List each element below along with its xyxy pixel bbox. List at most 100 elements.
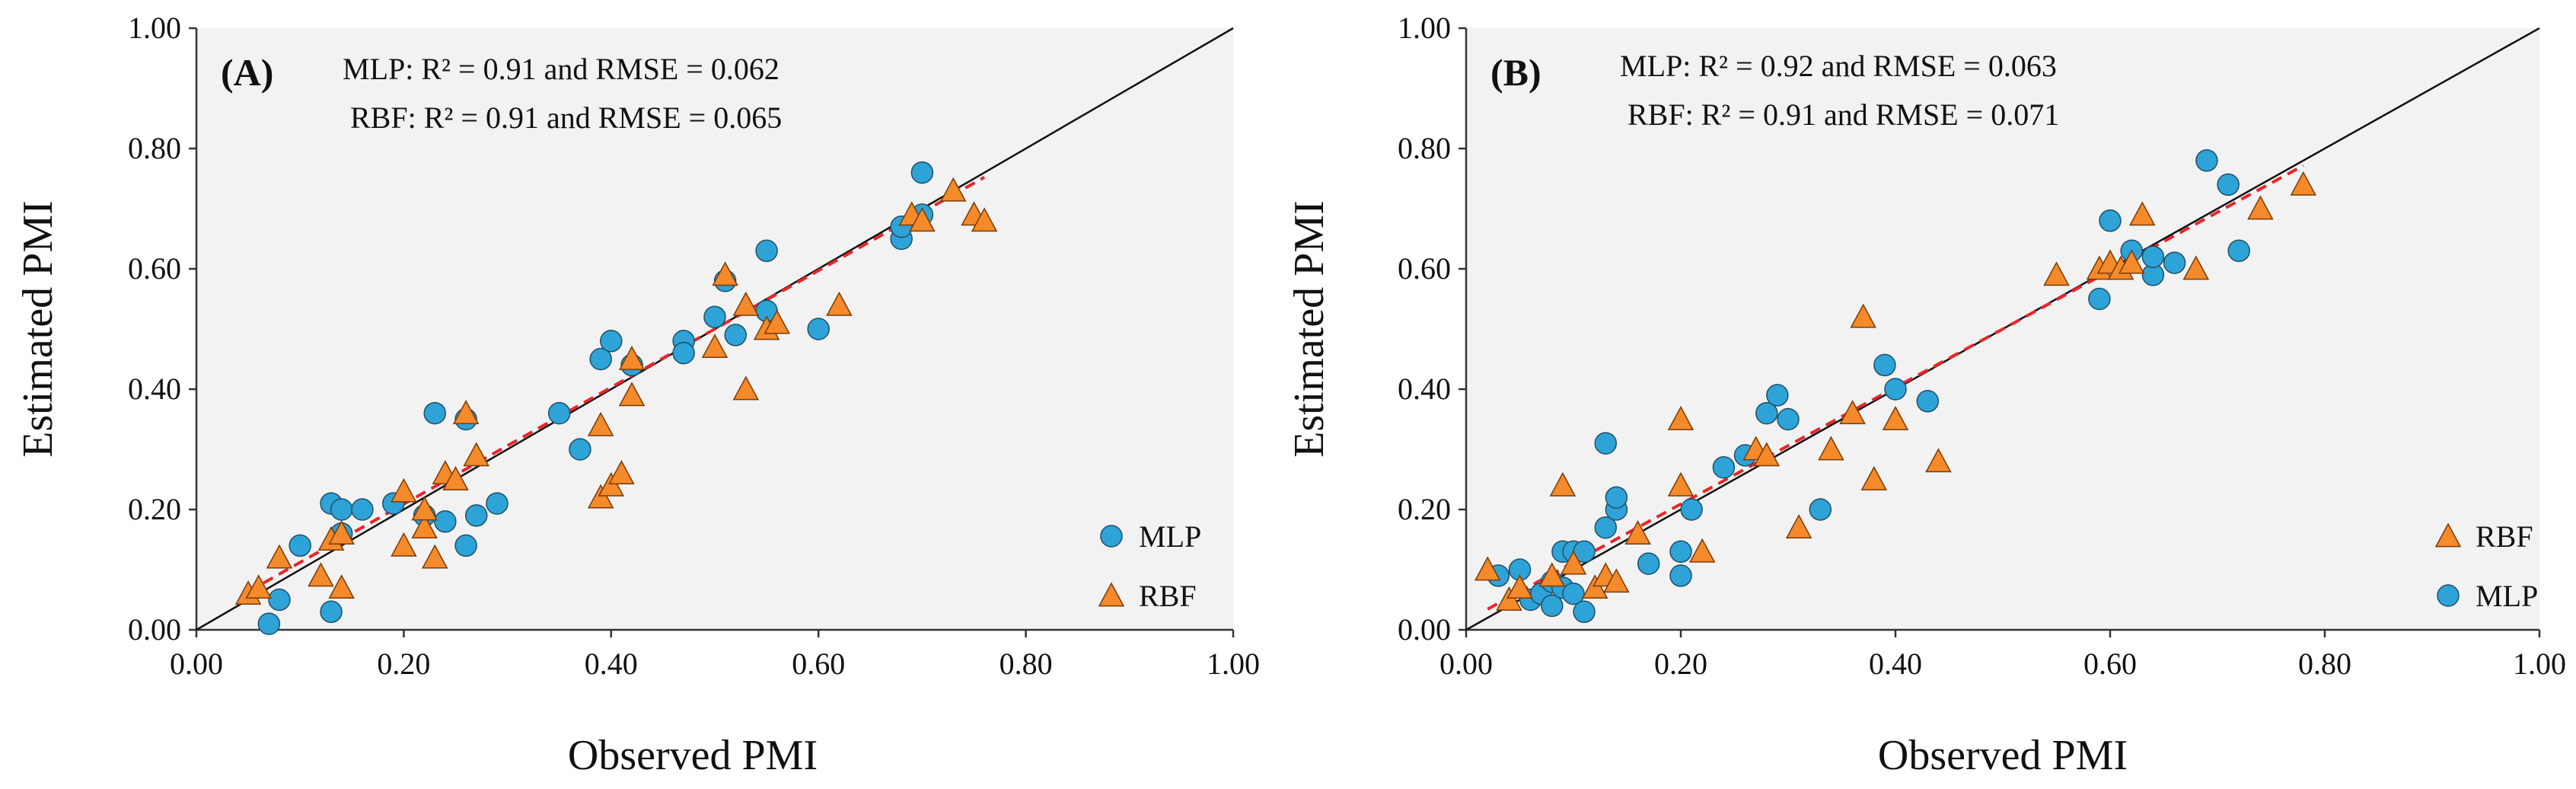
- rbf-point: [2247, 195, 2274, 220]
- rbf-point: [1839, 400, 1866, 424]
- y-tick-label: 0.60: [1398, 251, 1451, 286]
- rbf-point: [587, 484, 614, 509]
- rbf-point: [1624, 520, 1651, 545]
- x-tick-label: 0.60: [2083, 647, 2137, 681]
- mlp-point: [268, 588, 291, 612]
- mlp-point: [589, 347, 612, 371]
- annotation-mlp: MLP: R² = 0.92 and RMSE = 0.063: [1620, 49, 2057, 83]
- rbf-point: [2043, 261, 2070, 286]
- rbf-point: [940, 177, 967, 202]
- rbf-point: [266, 544, 293, 569]
- legend-marker-circle: [1100, 525, 1123, 548]
- y-tick-labels: 0.00 0.20 0.40 0.60 0.80 1.00: [1398, 11, 1451, 647]
- x-axis-title: Observed PMI: [568, 732, 818, 779]
- legend-label: MLP: [1139, 519, 1201, 554]
- annotation-rbf: RBF: R² = 0.91 and RMSE = 0.065: [350, 101, 782, 135]
- mlp-point: [464, 504, 488, 527]
- x-tick-labels: 0.00 0.20 0.40 0.60 0.80 1.00: [1439, 647, 2566, 681]
- mlp-point: [257, 612, 281, 635]
- rbf-point: [411, 514, 438, 539]
- x-tick-label: 0.60: [792, 647, 845, 681]
- mlp-point: [1680, 498, 1703, 521]
- mlp-point: [703, 305, 726, 328]
- rbf-point: [826, 291, 853, 316]
- x-tick-label: 0.20: [1654, 647, 1707, 681]
- rbf-point: [391, 532, 417, 557]
- y-ticks: [1459, 27, 1466, 631]
- rbf-point: [712, 261, 738, 286]
- rbf-point: [1496, 586, 1522, 611]
- rbf-point: [411, 496, 438, 521]
- y-axis-title: Estimated PMI: [14, 200, 62, 458]
- panel-label: (B): [1490, 51, 1541, 94]
- x-tick-label: 0.20: [377, 647, 430, 681]
- mlp-point: [1669, 540, 1692, 564]
- mlp-point: [1916, 390, 1940, 413]
- mlp-point: [454, 534, 477, 557]
- legend-label: RBF: [1139, 579, 1197, 613]
- mlp-point: [2099, 209, 2122, 232]
- mlp-point: [1594, 516, 1618, 539]
- legend-marker-circle: [2437, 584, 2460, 607]
- mlp-point: [486, 492, 509, 515]
- mlp-point: [672, 341, 695, 365]
- trend-line: [247, 176, 986, 593]
- x-tick-label: 0.40: [585, 647, 638, 681]
- mlp-point: [1637, 552, 1660, 575]
- rbf-point: [608, 460, 635, 484]
- panel-label: (A): [221, 51, 273, 94]
- mlp-point: [320, 600, 343, 624]
- y-tick-label: 0.00: [128, 612, 181, 647]
- annotation-mlp: MLP: R² = 0.91 and RMSE = 0.062: [343, 52, 779, 86]
- mlp-point: [569, 438, 591, 461]
- rbf-point: [1506, 574, 1533, 599]
- rbf-point: [587, 411, 614, 436]
- x-tick-label: 1.00: [2513, 647, 2566, 681]
- mlp-point: [755, 239, 778, 263]
- mlp-point: [1755, 401, 1778, 425]
- mlp-point: [600, 330, 623, 353]
- rbf-point: [1581, 574, 1608, 599]
- rbf-point: [909, 207, 936, 232]
- x-tick-label: 0.80: [999, 647, 1053, 681]
- rbf-point: [328, 574, 355, 599]
- rbf-point: [1785, 514, 1812, 539]
- rbf-point: [2129, 201, 2156, 226]
- rbf-point: [1549, 471, 1577, 497]
- legend-label: RBF: [2476, 519, 2533, 554]
- mlp-point: [1766, 384, 1789, 407]
- mlp-point: [910, 161, 934, 184]
- rbf-point: [1925, 448, 1952, 473]
- y-tick-label: 0.20: [1398, 492, 1451, 526]
- mlp-point: [1594, 432, 1618, 455]
- mlp-point: [1669, 564, 1692, 587]
- rbf-point: [701, 334, 728, 359]
- rbf-point: [2290, 171, 2317, 196]
- mlp-point: [547, 401, 571, 425]
- x-tick-labels: 0.00 0.20 0.40 0.60 0.80 1.00: [170, 647, 1260, 681]
- mlp-point: [1809, 498, 1832, 521]
- rbf-point: [1667, 405, 1694, 430]
- legend-circle-marker: [1100, 525, 1123, 548]
- legend: MLP RBF: [1098, 519, 1201, 613]
- mlp-point: [1712, 455, 1736, 479]
- mlp-point: [2163, 251, 2186, 274]
- legend-marker-triangle: [2434, 522, 2462, 548]
- x-ticks: [195, 630, 1235, 637]
- rbf-point: [2182, 255, 2210, 280]
- legend-triangle-marker: [1098, 582, 1125, 607]
- rbf-point: [2118, 249, 2145, 274]
- mlp-point: [2141, 245, 2165, 268]
- legend-label: MLP: [2476, 579, 2538, 613]
- mlp-point: [1541, 594, 1564, 618]
- legend-circle-marker: [2437, 584, 2460, 607]
- legend: RBF MLP: [2434, 519, 2538, 613]
- rbf-point: [971, 207, 998, 232]
- legend-triangle-marker: [2434, 522, 2462, 548]
- rbf-point: [452, 400, 480, 424]
- x-tick-label: 0.00: [1439, 647, 1493, 681]
- mlp-point: [1884, 378, 1907, 401]
- mlp-point: [2088, 287, 2111, 311]
